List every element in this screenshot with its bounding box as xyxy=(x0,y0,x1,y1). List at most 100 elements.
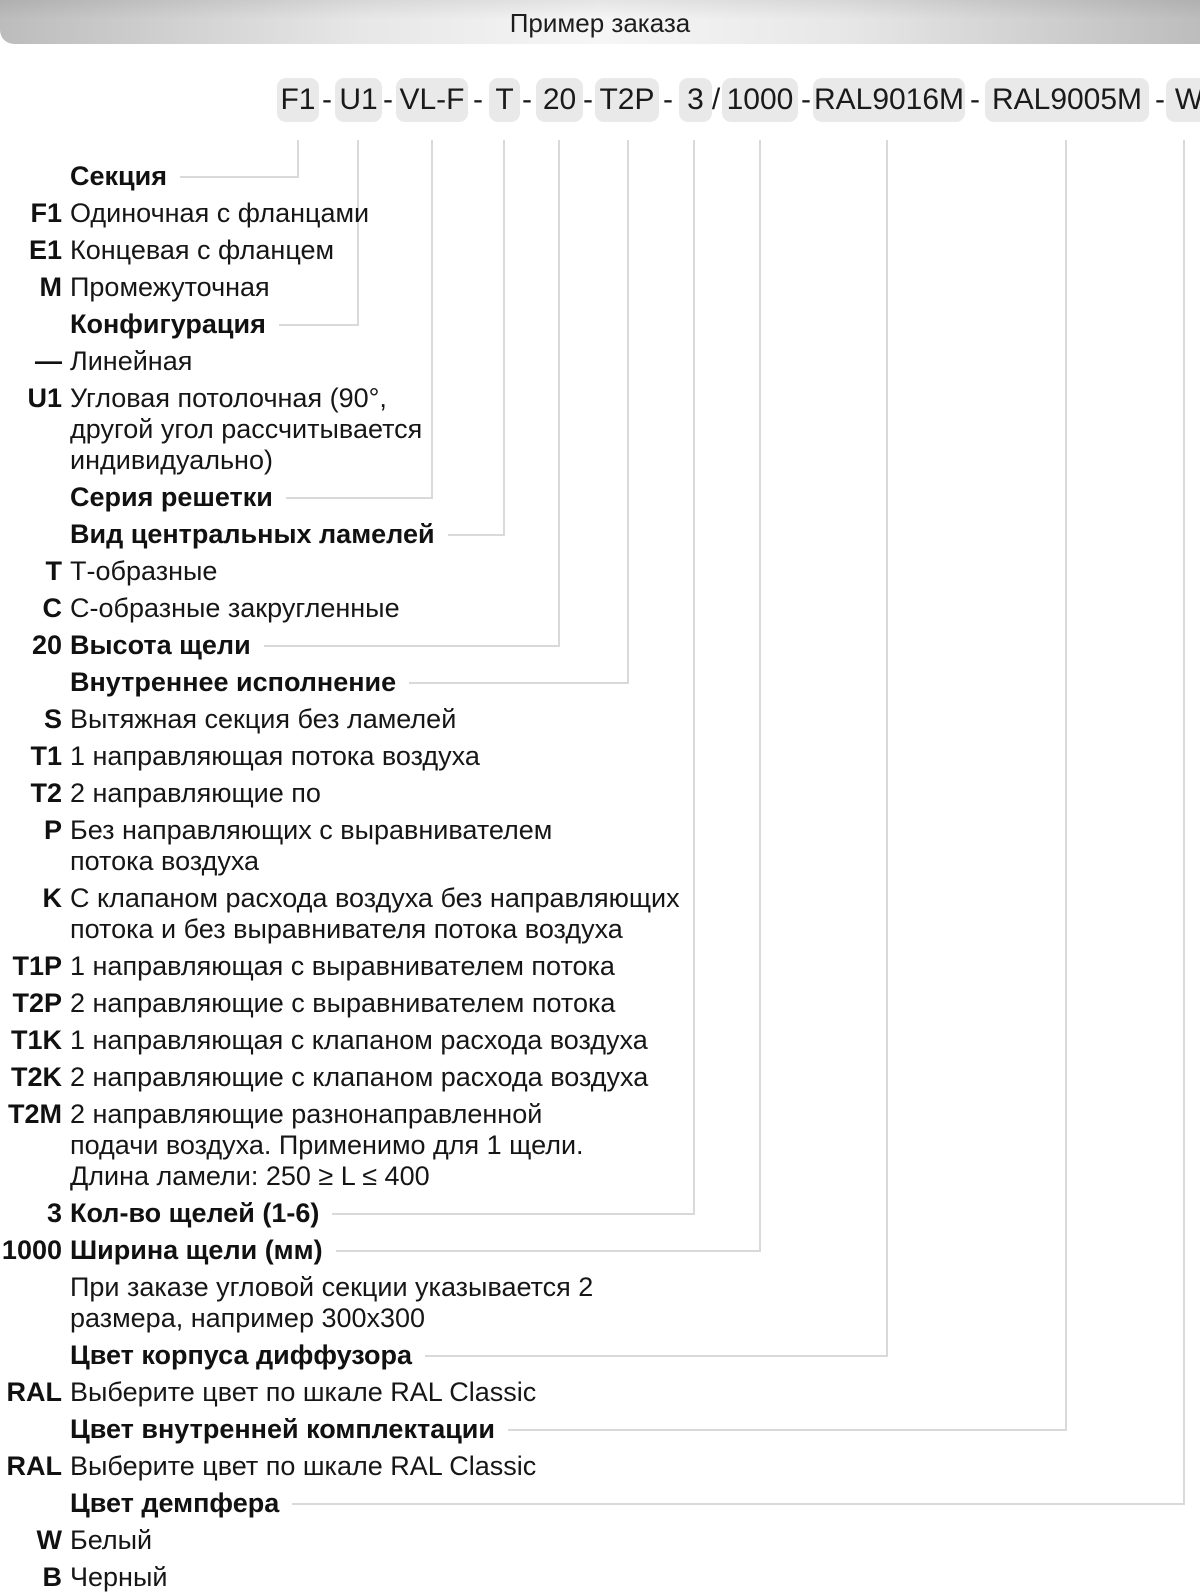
code-separator-dash: - xyxy=(663,83,673,116)
item-line: 2 направляющие с клапаном расхода воздух… xyxy=(70,1062,649,1092)
connector-line-RAL9005M xyxy=(1065,140,1067,1431)
item-line: С-образные закругленные xyxy=(70,593,400,623)
item-code: S xyxy=(43,704,62,734)
item-line: 1 направляющая с выравнивателем потока xyxy=(70,951,615,981)
item-line: Вытяжная секция без ламелей xyxy=(70,704,457,734)
item-code: T2K xyxy=(10,1062,62,1092)
legend-item-entry-6: U1 Угловая потолочная (90°, другой угол ра… xyxy=(0,383,1200,476)
item-line: 2 направляющие с выравнивателем потока xyxy=(70,988,616,1018)
code-separator-dash: - xyxy=(970,83,980,116)
connector-line-RAL9016M xyxy=(886,140,888,1357)
connector-rule xyxy=(447,533,505,536)
connector-line-1000 xyxy=(759,140,761,1252)
item-line: 1 направляющая с клапаном расхода воздух… xyxy=(70,1025,648,1055)
item-code: K xyxy=(42,883,63,913)
item-line: Выберите цвет по шкале RAL Classic xyxy=(70,1377,537,1407)
code-segment-RAL9005M: RAL9005M xyxy=(985,78,1149,122)
connector-line-T xyxy=(503,140,505,536)
code-separator-slash: / xyxy=(711,83,721,116)
legend-item-header-0: Секция xyxy=(0,161,299,192)
legend-item-entry-19: T2P 2 направляющие с выравнивателем поток… xyxy=(0,988,1200,1019)
legend-item-entry-18: T1P 1 направляющая с выравнивателем поток… xyxy=(0,951,1200,982)
legend-item-entry-13: S Вытяжная секция без ламелей xyxy=(0,704,1200,735)
code-segment-U1: U1 xyxy=(335,78,382,122)
connector-rule xyxy=(409,681,629,684)
connector-rule xyxy=(425,1354,888,1357)
item-label: Секция xyxy=(70,161,167,191)
connector-rule xyxy=(508,1428,1067,1431)
connector-rule xyxy=(179,175,299,178)
item-label: Серия решетки xyxy=(70,482,273,512)
item-line: другой угол рассчитывается xyxy=(70,414,423,444)
legend-item-entry-32: B Черный xyxy=(0,1562,1200,1593)
item-label: Вид центральных ламелей xyxy=(70,519,435,549)
connector-rule xyxy=(278,323,359,326)
item-line: 2 направляющие по xyxy=(70,778,321,808)
legend-item-header-30: Цвет демпфера xyxy=(0,1488,1185,1519)
item-code: T1K xyxy=(10,1025,62,1055)
connector-line-W xyxy=(1183,140,1185,1505)
item-code: M xyxy=(39,272,63,302)
legend-item-entry-15: T2 2 направляющие по xyxy=(0,778,1200,809)
item-code: P xyxy=(43,815,62,845)
legend-item-header-26: Цвет корпуса диффузора xyxy=(0,1340,888,1371)
item-line: индивидуально) xyxy=(70,445,273,475)
item-line: Угловая потолочная (90°, xyxy=(70,383,387,413)
item-code: U1 xyxy=(27,383,62,413)
item-line: Белый xyxy=(70,1525,153,1555)
code-segment-T: T xyxy=(489,78,520,122)
code-segment-W: W xyxy=(1166,78,1200,122)
legend-item-entry-29: RAL Выберите цвет по шкале RAL Classic xyxy=(0,1451,1200,1482)
connector-rule xyxy=(335,1249,761,1252)
legend-item-entry-5: — Линейная xyxy=(0,346,1200,377)
legend-item-entry-1: F1 Одиночная с фланцами xyxy=(0,198,1200,229)
legend-item-entry-21: T2K 2 направляющие с клапаном расхода воз… xyxy=(0,1062,1200,1093)
connector-rule xyxy=(285,496,433,499)
item-label: Ширина щели (мм) xyxy=(70,1235,323,1265)
item-line: Линейная xyxy=(70,346,193,376)
item-code: E1 xyxy=(28,235,62,265)
connector-rule xyxy=(292,1502,1185,1505)
legend-item-header-7: Серия решетки xyxy=(0,482,433,513)
legend-item-entry-10: C С-образные закругленные xyxy=(0,593,1200,624)
item-line: Длина ламели: 250 ≥ L ≤ 400 xyxy=(70,1161,430,1191)
connector-line-U1 xyxy=(357,140,359,326)
item-code: 20 xyxy=(31,630,62,660)
item-label: Цвет корпуса диффузора xyxy=(70,1340,413,1370)
code-segment-RAL9016M: RAL9016M xyxy=(813,78,965,122)
code-separator-dash: - xyxy=(322,83,332,116)
connector-line-20 xyxy=(558,140,560,647)
item-code: B xyxy=(42,1562,63,1592)
legend-item-header-4: Конфигурация xyxy=(0,309,359,340)
code-segment-T2P: T2P xyxy=(595,78,659,122)
item-line: Концевая с фланцем xyxy=(70,235,335,265)
legend-item-entry-27: RAL Выберите цвет по шкале RAL Classic xyxy=(0,1377,1200,1408)
item-line: Черный xyxy=(70,1562,168,1592)
legend-item-header-8: Вид центральных ламелей xyxy=(0,519,505,550)
item-line: Выберите цвет по шкале RAL Classic xyxy=(70,1451,537,1481)
connector-line-T2P xyxy=(627,140,629,684)
page-title: Пример заказа xyxy=(509,8,691,38)
item-line: При заказе угловой секции указывается 2 xyxy=(70,1272,594,1302)
connector-line-3 xyxy=(693,140,695,1215)
item-code: T1P xyxy=(12,951,62,981)
item-code: T xyxy=(45,556,63,586)
legend-item-entry-3: M Промежуточная xyxy=(0,272,1200,303)
legend-item-entry-16: P Без направляющих с выравнивателем потока… xyxy=(0,815,1200,877)
code-segment-3: 3 xyxy=(679,78,712,122)
item-line: Без направляющих с выравнивателем xyxy=(70,815,553,845)
legend-item-header-28: Цвет внутренней комплектации xyxy=(0,1414,1067,1445)
item-code: 3 xyxy=(46,1198,62,1228)
item-code: RAL xyxy=(6,1377,63,1407)
item-line: С клапаном расхода воздуха без направляю… xyxy=(70,883,680,913)
connector-rule xyxy=(332,1212,695,1215)
item-code: W xyxy=(36,1525,62,1555)
item-line: подачи воздуха. Применимо для 1 щели. xyxy=(70,1130,584,1160)
item-code: F1 xyxy=(30,198,62,228)
code-separator-dash: - xyxy=(383,83,393,116)
connector-line-VL-F xyxy=(431,140,433,499)
item-code: T2 xyxy=(30,778,62,808)
